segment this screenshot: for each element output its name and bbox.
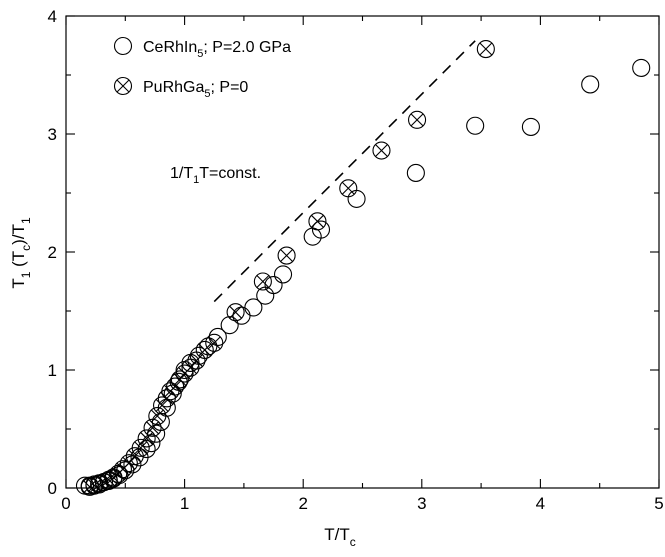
data-point-purhga5 [205,333,224,352]
data-point-cerhin5 [208,327,227,347]
legend-label-cerhin5: CeRhIn5; P=2.0 GPa [143,39,291,60]
legend-label-cerhin5-main: CeRhIn [143,39,197,56]
annot-sub-1: 1 [193,174,199,186]
reference-line-annotation: 1/T1T=const. [170,165,261,186]
data-point-cerhin5 [347,189,366,208]
y-axis-label-s2: c [19,245,33,251]
data-point-purhga5 [187,351,206,370]
data-point-cerhin5 [311,220,331,239]
x-tick-label: 1 [180,494,189,513]
data-point-purhga5 [372,141,391,160]
data-point-purhga5 [143,418,162,437]
x-tick-label: 3 [417,494,426,513]
data-point-purhga5 [181,358,200,377]
data-point-purhga5 [119,454,138,473]
x-tick-label: 5 [654,494,663,513]
legend-label-purhga5-main: PuRhGa [143,79,204,96]
y-axis-label-p1: T [9,278,28,288]
y-axis-label: T1 (Tc)/T1 [9,217,33,289]
legend-label-purhga5: PuRhGa5; P=0 [143,79,248,100]
y-axis-label-p3: )/T [9,224,28,245]
x-tick-label: 4 [536,494,545,513]
data-point-cerhin5 [220,316,239,335]
x-axis-label-sub: c [350,535,356,549]
y-axis-label-s3: 1 [19,217,33,224]
y-tick-label: 0 [48,479,57,498]
data-point-cerhin5 [163,384,182,403]
data-point-purhga5 [137,429,156,448]
data-point-purhga5 [226,303,245,322]
annot-part-2: T=const. [199,165,261,182]
annot-part-1: 1/T [170,165,193,182]
legend-label-cerhin5-sub: 5 [197,48,203,60]
data-point-cerhin5 [581,75,600,94]
y-tick-label: 3 [48,125,57,144]
y-tick-label: 4 [48,7,57,26]
data-point-cerhin5 [264,275,283,295]
y-axis-label-p2: (T [9,251,28,272]
legend-marker-circle-x [113,76,133,96]
data-point-purhga5 [339,179,358,198]
x-axis-label: T/Tc [324,525,356,549]
y-tick-label: 1 [48,361,57,380]
data-point-purhga5 [195,340,214,359]
y-axis-label-s1: 1 [19,271,33,278]
x-axis-ticks: 0 1 2 3 4 5 [61,16,664,513]
series-purhga5 [80,39,495,496]
y-axis-ticks: 0 1 2 3 4 [48,7,659,498]
data-point-cerhin5 [521,117,540,136]
x-axis-label-main: T/T [324,525,350,544]
data-point-cerhin5 [232,306,251,325]
data-point-cerhin5 [273,265,293,284]
data-point-purhga5 [148,406,167,426]
data-point-cerhin5 [199,337,218,356]
data-point-purhga5 [253,272,272,291]
data-point-cerhin5 [137,440,156,459]
series-cerhin5 [75,58,651,495]
data-point-cerhin5 [466,116,485,135]
legend-label-cerhin5-rest: ; P=2.0 GPa [203,39,291,56]
data-point-purhga5 [476,39,495,59]
data-point-purhga5 [157,389,176,408]
data-point-purhga5 [131,438,150,457]
data-point-purhga5 [277,246,296,265]
x-tick-label: 2 [298,494,307,513]
legend-label-purhga5-rest: ; P=0 [211,79,249,96]
data-point-purhga5 [308,212,327,231]
legend-label-purhga5-sub: 5 [204,88,210,100]
legend-marker-open-circle [113,36,133,56]
data-point-cerhin5 [147,424,166,443]
legend: CeRhIn5; P=2.0 GPa PuRhGa5; P=0 [113,36,291,100]
data-point-purhga5 [408,110,427,129]
data-point-cerhin5 [142,434,161,453]
data-point-cerhin5 [406,163,425,182]
y-tick-label: 2 [48,243,57,262]
x-tick-label: 0 [61,494,70,513]
reference-dashed-line [213,40,476,303]
data-point-cerhin5 [244,298,263,317]
data-point-cerhin5 [632,58,651,77]
